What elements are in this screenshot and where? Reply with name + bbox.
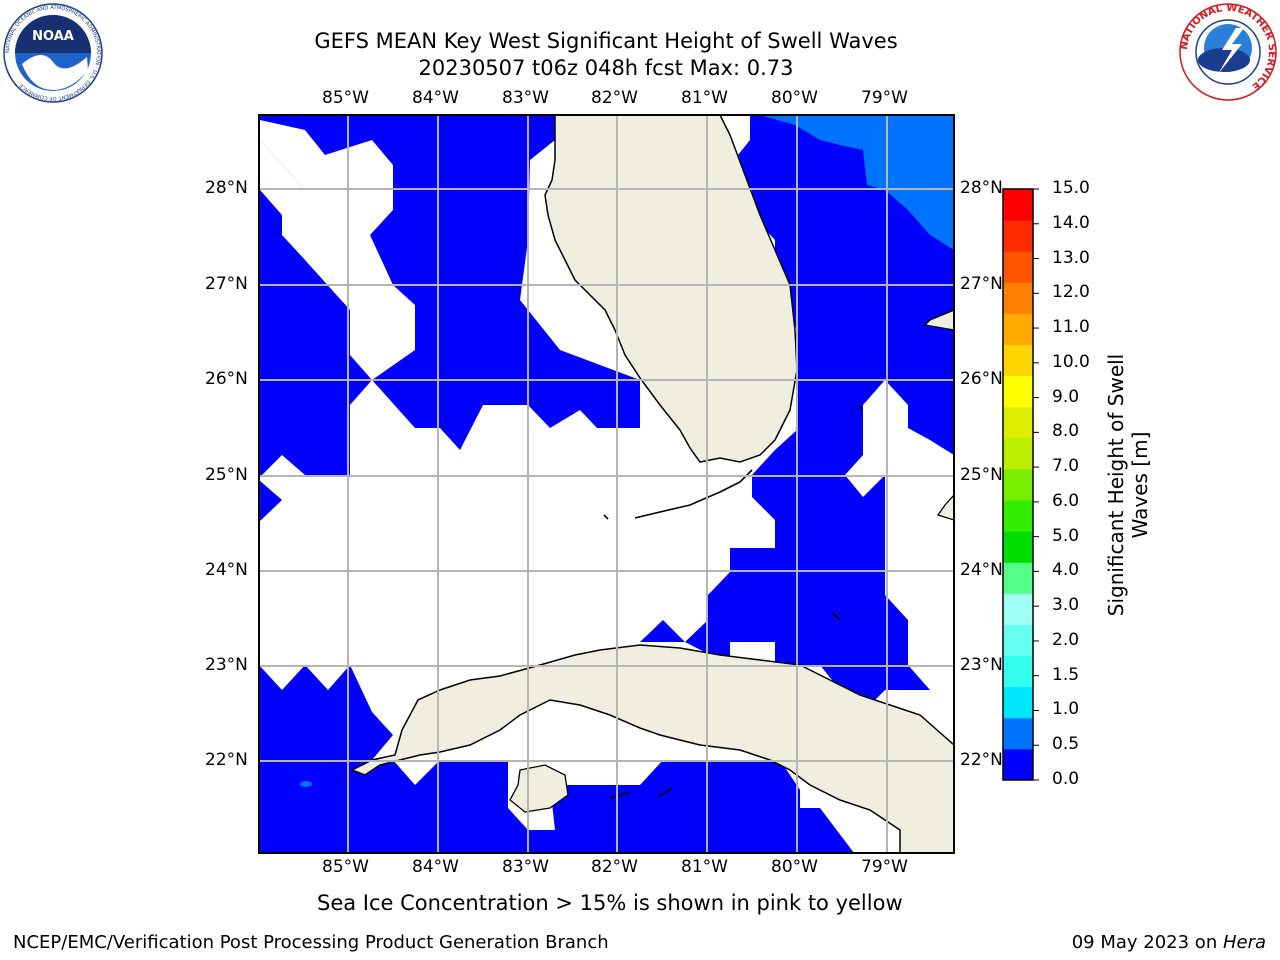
land-keys — [634, 469, 753, 519]
colorbar-label-line2: Waves [m] — [1128, 431, 1152, 539]
lon-label-bottom: 84°W — [412, 857, 459, 877]
swell-gap-1 — [260, 140, 305, 260]
colorbar-tick-label: 7.0 — [1052, 456, 1080, 477]
lat-label-left: 22°N — [205, 750, 248, 770]
colorbar-tick-label: 0.5 — [1052, 734, 1080, 755]
colorbar-segment — [1003, 468, 1033, 501]
lon-label-bottom: 79°W — [861, 857, 908, 877]
land-cuba — [350, 644, 954, 853]
colorbar-tick-label: 5.0 — [1052, 525, 1080, 546]
colorbar-label: Significant Height of Swell Waves [m] — [1104, 354, 1152, 616]
colorbar-tick-label: 2.0 — [1052, 629, 1080, 650]
colorbar-segment — [1003, 593, 1033, 625]
colorbar-label-line1: Significant Height of Swell — [1104, 353, 1128, 617]
land-keys-west — [603, 514, 609, 520]
lon-label-top: 82°W — [591, 88, 638, 108]
colorbar-tick-label: 0.0 — [1052, 769, 1080, 789]
lat-label-right: 23°N — [960, 655, 1003, 675]
lon-label-top: 79°W — [861, 88, 908, 108]
colorbar-segment — [1003, 562, 1033, 594]
lon-label-bottom: 82°W — [591, 857, 638, 877]
lat-label-left: 27°N — [205, 274, 248, 294]
nws-logo: NATIONAL WEATHER SERVICE — [1178, 2, 1278, 102]
swell-field-atlantic-mid — [760, 115, 954, 250]
colorbar-tick-label: 12.0 — [1052, 282, 1090, 303]
land-florida — [544, 115, 798, 463]
colorbar-scale — [1002, 188, 1039, 781]
swell-field-west — [259, 480, 282, 522]
colorbar-tick-label: 1.0 — [1052, 699, 1080, 720]
colorbar-segment — [1003, 375, 1033, 408]
lon-label-top: 85°W — [322, 88, 369, 108]
lon-label-bottom: 80°W — [771, 857, 818, 877]
colorbar-segment — [1003, 748, 1033, 781]
map-frame — [258, 114, 955, 854]
colorbar-segment — [1003, 717, 1033, 750]
lon-label-top: 83°W — [502, 88, 549, 108]
lat-label-left: 25°N — [205, 465, 248, 485]
swell-field-keys — [640, 620, 685, 642]
colorbar-tick-label: 14.0 — [1052, 212, 1090, 233]
colorbar-tick-label: 11.0 — [1052, 317, 1090, 338]
lat-label-right: 22°N — [960, 750, 1003, 770]
colorbar-segment — [1003, 344, 1033, 377]
colorbar-tick-label: 13.0 — [1052, 247, 1090, 268]
colorbar-tick-label: 10.0 — [1052, 351, 1090, 372]
colorbar-segment — [1003, 437, 1033, 470]
svg-text:NOAA: NOAA — [32, 29, 74, 44]
lon-label-bottom: 85°W — [322, 857, 369, 877]
land-islets — [609, 404, 863, 799]
colorbar-segment — [1003, 282, 1033, 314]
lon-label-bottom: 83°W — [502, 857, 549, 877]
land-bahamas — [923, 309, 954, 521]
colorbar-segment — [1003, 189, 1033, 221]
lat-label-left: 28°N — [205, 178, 248, 198]
colorbar-tick-label: 3.0 — [1052, 595, 1080, 616]
colorbar-tick-label: 15.0 — [1052, 178, 1090, 198]
colorbar-segment — [1003, 220, 1033, 252]
colorbar-segment — [1003, 655, 1033, 688]
lon-label-top: 84°W — [412, 88, 459, 108]
colorbar-tick-label: 9.0 — [1052, 386, 1080, 407]
lat-label-right: 25°N — [960, 465, 1003, 485]
swell-spot — [300, 781, 312, 787]
graticule — [259, 115, 954, 853]
footer-date-text: 09 May 2023 on — [1071, 932, 1223, 953]
lat-label-left: 26°N — [205, 369, 248, 389]
lat-label-right: 27°N — [960, 274, 1003, 294]
lat-label-right: 26°N — [960, 369, 1003, 389]
swell-field-caribbean — [259, 665, 854, 853]
chart-title: GEFS MEAN Key West Significant Height of… — [314, 29, 898, 53]
footer-date: 09 May 2023 on Hera — [1072, 932, 1266, 953]
lat-label-right: 28°N — [960, 178, 1003, 198]
lat-label-right: 24°N — [960, 560, 1003, 580]
chart-subtitle: 20230507 t06z 048h fcst Max: 0.73 — [418, 56, 794, 80]
colorbar-segment — [1003, 531, 1033, 563]
colorbar-tick-label: 8.0 — [1052, 421, 1080, 442]
footer-host: Hera — [1222, 932, 1266, 953]
noaa-logo: NOAA NATIONAL OCEANIC AND ATMOSPHERIC AD… — [2, 2, 104, 104]
colorbar-segment — [1003, 406, 1033, 439]
colorbar-segment — [1003, 313, 1033, 346]
colorbar-segment — [1003, 251, 1033, 283]
lon-label-top: 80°W — [771, 88, 818, 108]
colorbar-segment — [1003, 624, 1033, 657]
lat-label-left: 24°N — [205, 560, 248, 580]
lon-label-bottom: 81°W — [681, 857, 728, 877]
sea-ice-note: Sea Ice Concentration > 15% is shown in … — [317, 891, 903, 915]
colorbar-tick-label: 4.0 — [1052, 560, 1080, 581]
colorbar-tick-label: 1.5 — [1052, 664, 1080, 685]
footer-branch: NCEP/EMC/Verification Post Processing Pr… — [13, 932, 609, 953]
colorbar-frame — [1002, 188, 1034, 781]
land-isla-juventud — [509, 764, 569, 813]
colorbar-segment — [1003, 500, 1033, 532]
colorbar-segment — [1003, 686, 1033, 719]
lat-label-left: 23°N — [205, 655, 248, 675]
lon-label-top: 81°W — [681, 88, 728, 108]
swell-field-gulf-north — [259, 115, 640, 478]
colorbar-tick-label: 6.0 — [1052, 490, 1080, 511]
